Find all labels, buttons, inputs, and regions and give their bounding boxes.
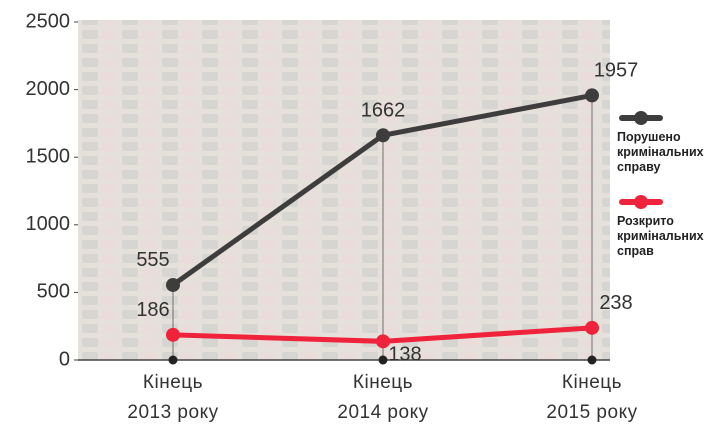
- y-tick-label: 0: [59, 348, 70, 370]
- legend-label: Розкрито кримінальних справ: [617, 214, 727, 259]
- point: [376, 128, 390, 142]
- y-tick-label: 2000: [26, 78, 71, 100]
- data-label: 1662: [361, 100, 406, 122]
- legend-label: Порушено кримінальних справу: [617, 130, 727, 175]
- data-label: 186: [136, 299, 169, 321]
- x-tick-dot: [169, 356, 178, 365]
- y-tick-label: 1000: [26, 213, 71, 235]
- point: [585, 88, 599, 102]
- data-label: 138: [388, 344, 421, 366]
- y-tick-label: 1500: [26, 145, 71, 167]
- point: [585, 321, 599, 335]
- chart: 0 500 1000 1500 2000 2500 555 1662 1957 186 138 238: [0, 0, 728, 425]
- legend-dot: [634, 111, 648, 125]
- x-tick-label: Кінець 2015 року: [522, 368, 662, 425]
- legend-dot: [634, 195, 648, 209]
- x-tick-label: Кінець 2014 року: [313, 368, 453, 425]
- point: [166, 278, 180, 292]
- data-label: 1957: [594, 60, 639, 82]
- x-tick-label: Кінець 2013 року: [103, 368, 243, 425]
- x-tick-dot: [588, 356, 597, 365]
- y-tick-label: 2500: [26, 10, 71, 32]
- data-label: 555: [136, 249, 169, 271]
- data-label: 238: [599, 292, 632, 314]
- page: 0 500 1000 1500 2000 2500 555 1662 1957 186 138 238…: [0, 0, 728, 425]
- x-tick-dot: [379, 356, 388, 365]
- y-tick-label: 500: [37, 281, 70, 303]
- point: [166, 328, 180, 342]
